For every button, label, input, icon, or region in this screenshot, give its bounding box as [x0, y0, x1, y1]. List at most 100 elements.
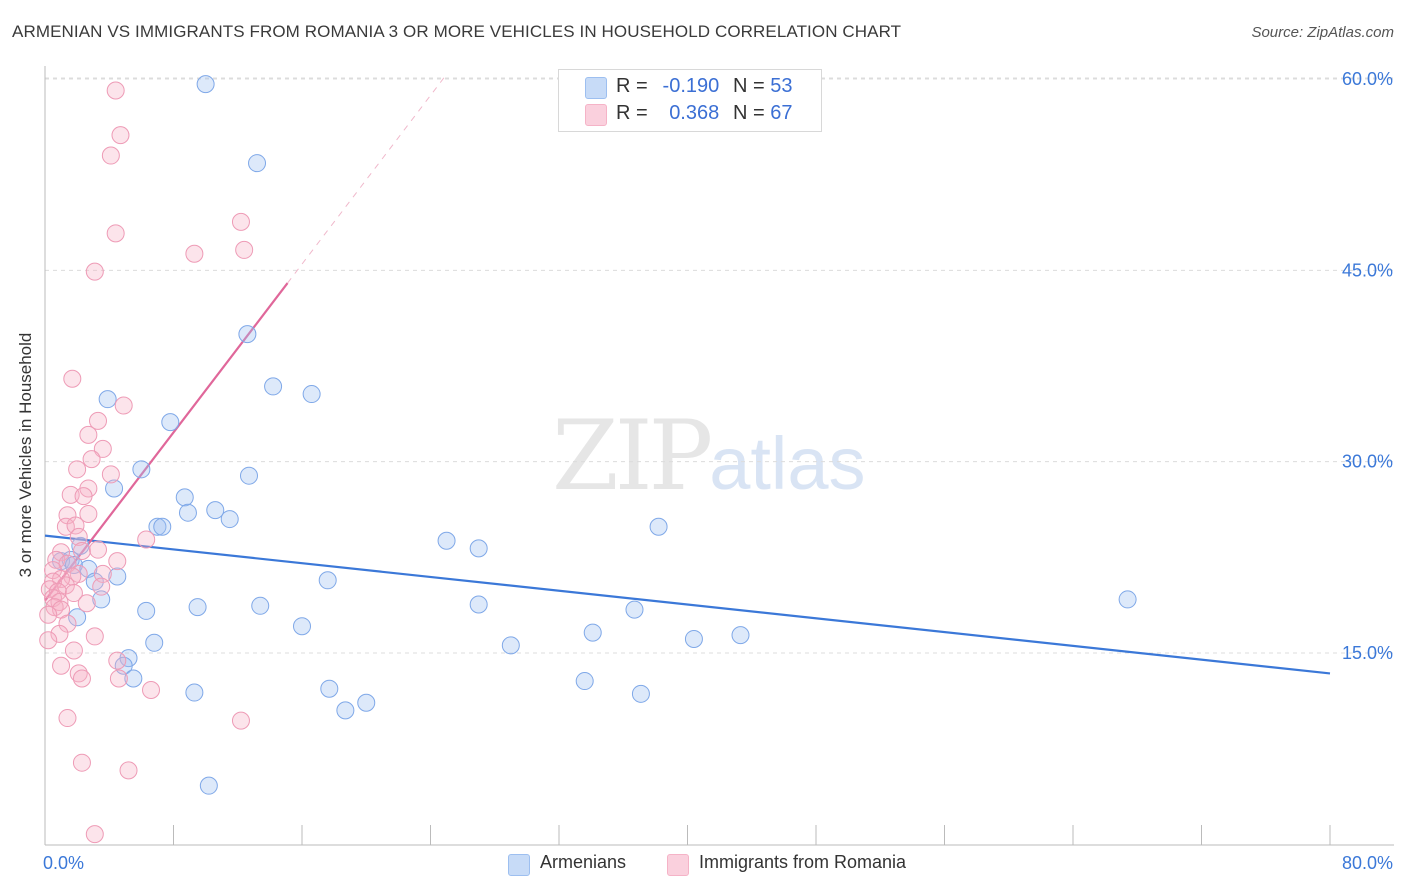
- armenians-point: [239, 466, 258, 485]
- armenians-point: [575, 672, 594, 691]
- romania-point: [50, 592, 69, 611]
- romania-point: [74, 487, 93, 506]
- romania-point: [66, 516, 85, 535]
- trendline-romania: [287, 76, 446, 284]
- data-points: [39, 75, 1137, 844]
- armenians-point: [92, 590, 111, 609]
- romania-point: [68, 460, 87, 479]
- legend-r-value-armenians: -0.190: [662, 75, 720, 97]
- romania-point: [111, 126, 130, 145]
- armenians-point: [293, 617, 311, 636]
- romania-point: [89, 540, 108, 559]
- romania-point: [93, 439, 112, 458]
- romania-point: [185, 244, 204, 263]
- romania-point: [64, 584, 83, 603]
- armenians-point: [302, 385, 321, 404]
- armenians-point: [320, 679, 339, 698]
- watermark-atlas: atlas: [709, 422, 866, 505]
- romania-point: [106, 81, 125, 100]
- romania-point: [119, 761, 138, 780]
- romania-point: [101, 465, 120, 484]
- armenians-point: [188, 598, 207, 617]
- armenians-point: [469, 595, 488, 614]
- romania-point: [114, 396, 133, 415]
- bottom-legend-swatch-armenians: [508, 854, 530, 876]
- trendline-armenians: [44, 534, 1331, 675]
- y-axis-label: 3 or more Vehicles in Household: [16, 332, 35, 578]
- armenians-point: [153, 517, 172, 536]
- bottom-legend-label-romania: Immigrants from Romania: [699, 852, 907, 872]
- armenians-point: [684, 629, 703, 648]
- legend-swatch-armenians: [585, 77, 607, 99]
- romania-point: [69, 527, 88, 546]
- romania-point: [108, 651, 127, 670]
- romania-point: [64, 641, 83, 660]
- romania-point: [79, 504, 98, 523]
- romania-point: [72, 669, 91, 688]
- romania-point: [108, 552, 127, 571]
- romania-point: [101, 146, 120, 165]
- trendline-romania: [44, 282, 289, 602]
- romania-point: [77, 594, 96, 613]
- armenians-point: [185, 683, 204, 702]
- legend-n-label: N =: [733, 102, 765, 124]
- armenians-point: [220, 510, 239, 529]
- bottom-legend-swatch-romania: [667, 854, 689, 876]
- legend-n-value-armenians: 53: [770, 75, 793, 97]
- armenians-point: [98, 390, 117, 409]
- armenians-point: [251, 596, 270, 615]
- armenians-point: [132, 460, 151, 479]
- watermark-zip: ZIP: [552, 400, 713, 512]
- y-tick-label: 60.0%: [1342, 69, 1393, 89]
- x-tick-label-max: 80.0%: [1342, 853, 1393, 873]
- armenians-point: [196, 75, 215, 94]
- romania-point: [72, 541, 91, 560]
- romania-point: [85, 262, 104, 281]
- armenians-point: [469, 539, 488, 558]
- armenians-point: [501, 636, 520, 655]
- romania-point: [52, 656, 71, 675]
- armenians-point: [148, 517, 167, 536]
- legend-swatch-romania: [585, 104, 607, 126]
- y-tick-label: 15.0%: [1342, 643, 1393, 663]
- armenians-point: [264, 377, 283, 396]
- series-romania: [39, 81, 254, 844]
- romania-point: [58, 709, 77, 728]
- y-tick-label: 45.0%: [1342, 260, 1393, 280]
- armenians-point: [731, 626, 750, 645]
- romania-point: [85, 825, 104, 844]
- bottom-legend-label-armenians: Armenians: [540, 852, 627, 872]
- armenians-point: [145, 633, 164, 652]
- romania-point: [235, 240, 254, 259]
- armenians-point: [248, 154, 267, 173]
- romania-point: [72, 753, 91, 772]
- armenians-point: [357, 693, 376, 712]
- grid-lines: [45, 77, 1394, 654]
- romania-point: [69, 664, 88, 683]
- legend-n-label: N =: [733, 75, 765, 97]
- armenians-point: [64, 555, 83, 574]
- romania-point: [79, 425, 98, 444]
- tick-labels: 15.0% 30.0% 45.0% 60.0% 0.0% 80.0%: [43, 69, 1393, 873]
- legend-r-value-romania: 0.368: [669, 102, 720, 124]
- armenians-point: [583, 623, 602, 642]
- romania-point: [61, 485, 80, 504]
- legend-r-label: R =: [616, 102, 648, 124]
- romania-point: [56, 517, 75, 536]
- axes: [44, 66, 1394, 846]
- legend-r-label: R =: [616, 75, 648, 97]
- romania-point: [137, 530, 156, 549]
- romania-point: [106, 224, 125, 243]
- chart-title: ARMENIAN VS IMMIGRANTS FROM ROMANIA 3 OR…: [12, 22, 902, 41]
- romania-point: [82, 450, 101, 469]
- armenians-point: [137, 601, 156, 620]
- romania-point: [231, 711, 250, 730]
- romania-point: [231, 212, 250, 231]
- armenians-point: [68, 608, 87, 627]
- armenians-point: [206, 501, 225, 520]
- romania-point: [85, 627, 104, 646]
- legend-n-value-romania: 67: [770, 102, 793, 124]
- romania-point: [50, 624, 69, 643]
- romania-point: [92, 577, 111, 596]
